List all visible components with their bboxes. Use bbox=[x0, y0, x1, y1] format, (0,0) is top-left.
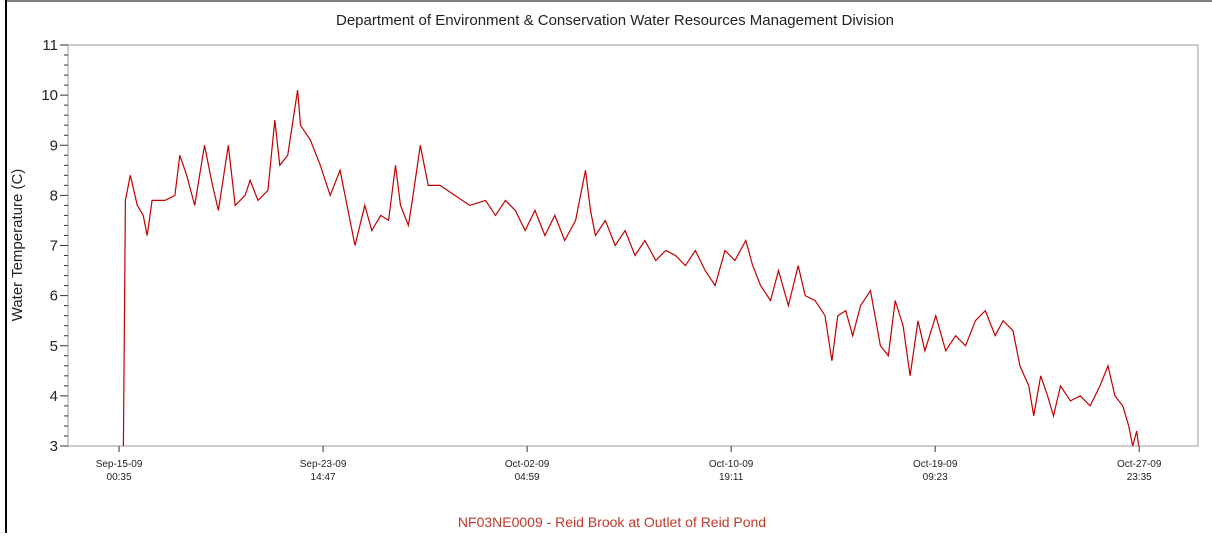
y-axis-label: Water Temperature (C) bbox=[9, 169, 26, 322]
y-tick-label: 3 bbox=[50, 438, 58, 455]
y-tick-label: 11 bbox=[42, 37, 58, 54]
x-tick-label: Oct-10-09 19:11 bbox=[709, 459, 754, 483]
x-tick-label: Oct-02-09 04:59 bbox=[505, 459, 550, 483]
y-tick-label: 9 bbox=[50, 137, 58, 154]
y-tick-label: 7 bbox=[50, 238, 58, 255]
x-tick-label-line: 00:35 bbox=[107, 472, 132, 483]
chart-subtitle: NF03NE0009 - Reid Brook at Outlet of Rei… bbox=[458, 514, 766, 530]
x-tick-label-line: Oct-19-09 bbox=[913, 459, 958, 470]
x-tick-label-line: Oct-02-09 bbox=[505, 459, 550, 470]
y-tick-label: 4 bbox=[50, 388, 58, 405]
x-tick-label-line: 04:59 bbox=[515, 472, 540, 483]
x-tick-label-line: 14:47 bbox=[311, 472, 336, 483]
x-tick-label-line: 19:11 bbox=[719, 472, 744, 483]
x-tick-label-line: Sep-23-09 bbox=[300, 459, 347, 470]
chart-title: Department of Environment & Conservation… bbox=[336, 12, 894, 29]
x-tick-label: Oct-19-09 09:23 bbox=[913, 459, 958, 483]
x-tick-label-line: Sep-15-09 bbox=[96, 459, 143, 470]
x-tick-label-line: Oct-10-09 bbox=[709, 459, 754, 470]
y-tick-label: 5 bbox=[50, 338, 58, 355]
y-tick-label: 6 bbox=[50, 288, 58, 305]
x-tick-label-line: 09:23 bbox=[923, 472, 948, 483]
y-tick-label: 8 bbox=[50, 187, 58, 204]
x-tick-label: Sep-15-09 00:35 bbox=[96, 459, 143, 483]
x-tick-label: Oct-27-09 23:35 bbox=[1117, 459, 1162, 483]
x-tick-label-line: 23:35 bbox=[1127, 472, 1152, 483]
y-tick-label: 10 bbox=[41, 87, 58, 104]
x-tick-label-line: Oct-27-09 bbox=[1117, 459, 1162, 470]
x-tick-label: Sep-23-09 14:47 bbox=[300, 459, 347, 483]
data-line bbox=[122, 90, 1140, 447]
